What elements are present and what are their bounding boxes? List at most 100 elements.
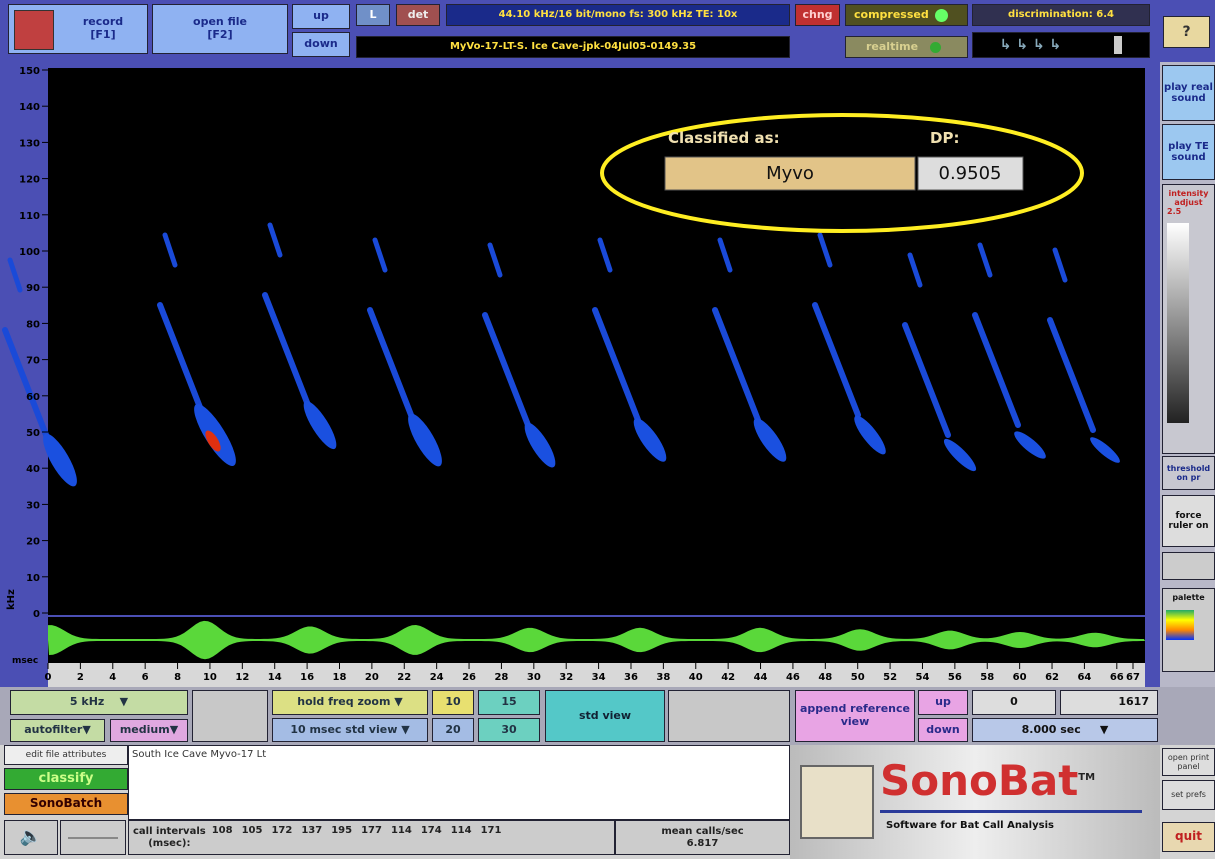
- label: call intervals: [133, 826, 206, 838]
- quit-button[interactable]: quit: [1162, 822, 1215, 852]
- down-button[interactable]: down: [918, 718, 968, 742]
- x-tick-label: 48: [818, 672, 832, 683]
- x-tick-label: 66: [1110, 672, 1124, 683]
- sonobat-window: record[F1] open file[F2] up down L det 4…: [0, 0, 1215, 859]
- duration-select[interactable]: 8.000 sec ▼: [972, 718, 1158, 742]
- palette-swatch: [1166, 610, 1194, 640]
- play-te-button[interactable]: play TE sound: [1162, 124, 1215, 180]
- x-tick-label: 50: [851, 672, 865, 683]
- medium-select[interactable]: medium▼: [110, 719, 188, 742]
- volume-slider[interactable]: [60, 820, 126, 855]
- y-tick-label: 90: [26, 283, 40, 294]
- std-view-button[interactable]: std view: [545, 690, 665, 742]
- edit-attributes-button[interactable]: edit file attributes: [4, 745, 128, 765]
- x-tick-label: 58: [980, 672, 994, 683]
- freq-select[interactable]: 5 kHz ▼: [10, 690, 188, 715]
- dp-label: DP:: [930, 129, 959, 147]
- x-tick-label: 44: [754, 672, 768, 683]
- blank-button[interactable]: [668, 690, 790, 742]
- autofilter-select[interactable]: autofilter▼: [10, 719, 105, 742]
- label: medium: [120, 724, 170, 737]
- x-tick-label: 8: [174, 672, 181, 683]
- channel-button[interactable]: L: [356, 4, 390, 26]
- attributes-field[interactable]: South Ice Cave Myvo-17 Lt: [128, 745, 790, 820]
- thumb: [1114, 36, 1122, 54]
- blank-button[interactable]: [1162, 552, 1215, 580]
- format-info: 44.10 kHz/16 bit/mono fs: 300 kHz TE: 10…: [446, 4, 790, 26]
- interval: 137: [301, 825, 322, 836]
- down-button[interactable]: down: [292, 32, 350, 57]
- brand-rule: [880, 810, 1142, 813]
- y-tick-label: 120: [19, 175, 40, 186]
- filename: MyVo-17-LT-S. Ice Cave-jpk-04Jul05-0149.…: [356, 36, 790, 58]
- x-tick-label: 46: [786, 672, 800, 683]
- force-ruler-button[interactable]: force ruler on: [1162, 495, 1215, 547]
- append-reference-button[interactable]: append reference view: [795, 690, 915, 742]
- threshold: threshold on pr: [1162, 456, 1215, 490]
- x-tick-label: 36: [624, 672, 638, 683]
- label: 8.000 sec: [1022, 724, 1081, 737]
- x-tick-label: 2: [77, 672, 84, 683]
- compressed-toggle[interactable]: compressed: [845, 4, 968, 26]
- x-tick-label: 4: [109, 672, 116, 683]
- logo-icon: [800, 765, 874, 839]
- label: 10 msec std view: [290, 724, 397, 737]
- x-tick-label: 62: [1045, 672, 1059, 683]
- interval: 174: [421, 825, 442, 836]
- start-field[interactable]: 0: [972, 690, 1056, 715]
- open-file-button[interactable]: open file[F2]: [152, 4, 288, 54]
- y-tick-label: 110: [19, 211, 40, 222]
- chng-button[interactable]: chng: [795, 4, 840, 26]
- classify-button[interactable]: classify: [4, 768, 128, 790]
- species: Myvo: [766, 163, 814, 184]
- x-tick-label: 40: [689, 672, 703, 683]
- up-button[interactable]: up: [292, 4, 350, 29]
- record-icon: [14, 10, 54, 50]
- interval: 105: [242, 825, 263, 836]
- hold-freq-zoom[interactable]: hold freq zoom ▼: [272, 690, 428, 715]
- x-tick-label: 10: [203, 672, 217, 683]
- interval: 195: [331, 825, 352, 836]
- discrimination-slider[interactable]: ↳ ↳ ↳ ↳: [972, 32, 1150, 58]
- label: palette: [1172, 593, 1204, 602]
- plot-area: [48, 68, 1145, 615]
- zoom-button[interactable]: 20: [432, 718, 474, 742]
- call-sweep: [5, 330, 48, 440]
- interval: 171: [481, 825, 502, 836]
- y-tick-label: 70: [26, 356, 40, 367]
- realtime-toggle[interactable]: realtime: [845, 36, 968, 58]
- print-button[interactable]: open print panel: [1162, 748, 1215, 776]
- x-tick-label: 20: [365, 672, 379, 683]
- x-tick-label: 38: [656, 672, 670, 683]
- std-view-select[interactable]: 10 msec std view ▼: [272, 718, 428, 742]
- x-tick-label: 6: [142, 672, 149, 683]
- label: autofilter: [24, 724, 82, 737]
- zoom-button[interactable]: 10: [432, 690, 474, 715]
- label: intensity adjust: [1167, 189, 1210, 207]
- blank-button[interactable]: [192, 690, 268, 742]
- y-tick-label: 0: [33, 609, 40, 620]
- volume-icon[interactable]: 🔈: [4, 820, 58, 855]
- up-button[interactable]: up: [918, 690, 968, 715]
- help-button[interactable]: ?: [1163, 16, 1210, 48]
- x-tick-label: 0: [45, 672, 52, 683]
- zoom-button[interactable]: 30: [478, 718, 540, 742]
- end-field[interactable]: 1617: [1060, 690, 1158, 715]
- det-button[interactable]: det: [396, 4, 440, 26]
- label: mean calls/sec: [661, 826, 743, 838]
- play-real-button[interactable]: play real sound: [1162, 65, 1215, 121]
- y-tick-label: 80: [26, 319, 40, 330]
- x-tick-label: 24: [430, 672, 444, 683]
- trademark: TM: [1078, 772, 1095, 783]
- sonobatch-button[interactable]: SonoBatch: [4, 793, 128, 815]
- x-tick-label: 22: [397, 672, 411, 683]
- label: 5 kHz: [70, 696, 104, 709]
- brand: SonoBatTM: [880, 760, 1095, 802]
- tagline: Software for Bat Call Analysis: [886, 820, 1054, 831]
- indicator: [935, 9, 948, 22]
- intensity-slider[interactable]: [1167, 223, 1189, 423]
- prefs-button[interactable]: set prefs: [1162, 780, 1215, 810]
- zoom-button[interactable]: 15: [478, 690, 540, 715]
